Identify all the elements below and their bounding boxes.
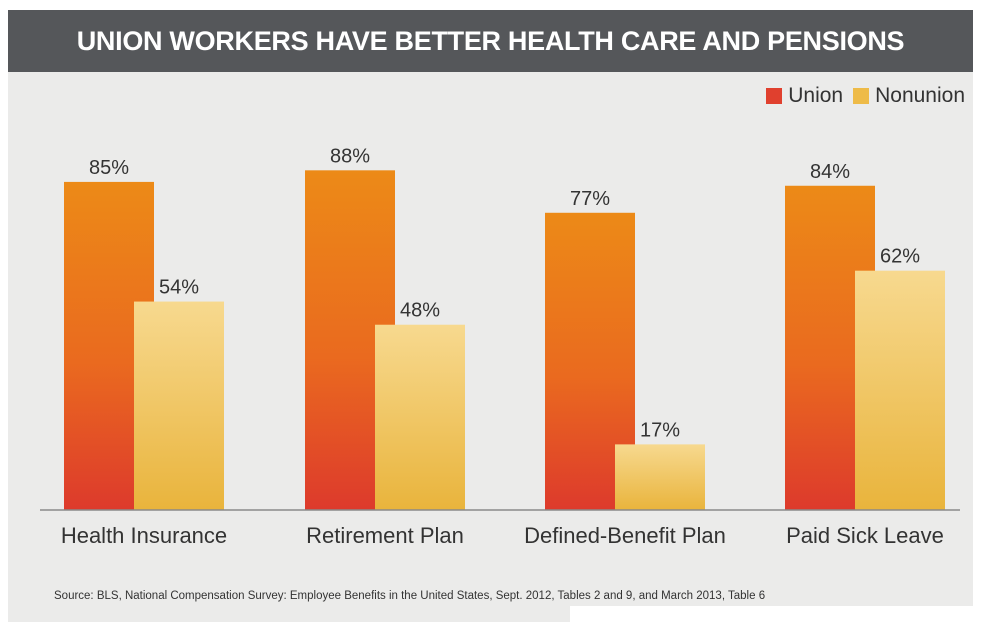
legend: Union Nonunion	[766, 84, 965, 108]
category-label-1: Retirement Plan	[306, 523, 464, 548]
data-label-union-1: 88%	[330, 145, 370, 167]
category-label-3: Paid Sick Leave	[786, 523, 944, 548]
data-label-nonunion-3: 62%	[880, 246, 920, 268]
data-label-union-0: 85%	[89, 157, 129, 179]
data-label-union-3: 84%	[810, 161, 850, 183]
data-label-nonunion-2: 17%	[640, 419, 680, 441]
chart-title: UNION WORKERS HAVE BETTER HEALTH CARE AN…	[76, 25, 905, 56]
bar-nonunion-0	[134, 301, 224, 510]
legend-swatch-nonunion	[853, 88, 870, 104]
source-note: Source: BLS, National Compensation Surve…	[54, 590, 766, 602]
data-label-nonunion-0: 54%	[159, 277, 199, 299]
legend-item-union: Union	[766, 84, 843, 108]
category-label-0: Health Insurance	[61, 523, 227, 548]
blank-corner	[570, 606, 985, 644]
bar-nonunion-3	[855, 270, 945, 510]
bar-nonunion-2	[615, 444, 705, 510]
legend-item-nonunion: Nonunion	[853, 84, 965, 108]
legend-label-union: Union	[788, 84, 844, 107]
title-bar: UNION WORKERS HAVE BETTER HEALTH CARE AN…	[8, 10, 973, 72]
bar-nonunion-1	[375, 324, 465, 510]
data-label-nonunion-1: 48%	[400, 300, 440, 322]
category-label-2: Defined-Benefit Plan	[524, 523, 726, 548]
data-label-union-2: 77%	[570, 188, 610, 210]
legend-label-nonunion: Nonunion	[875, 84, 965, 107]
legend-swatch-union	[766, 88, 783, 104]
